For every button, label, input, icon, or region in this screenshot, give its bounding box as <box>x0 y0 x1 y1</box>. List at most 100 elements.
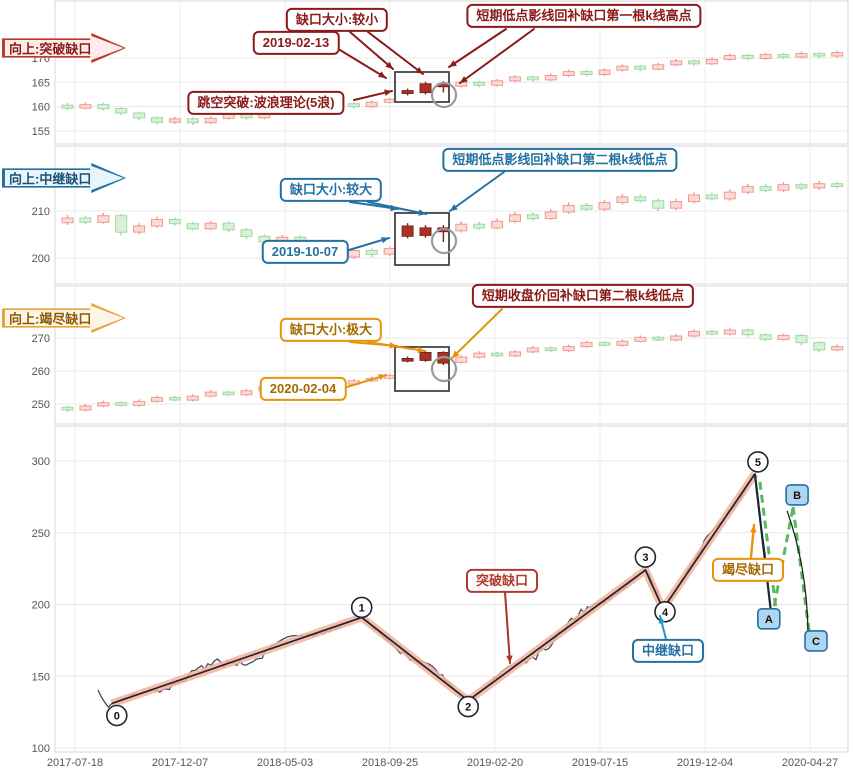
svg-text:B: B <box>793 490 801 502</box>
candle <box>688 194 700 203</box>
candle <box>723 329 736 335</box>
svg-text:A: A <box>765 614 773 626</box>
candle <box>759 54 772 59</box>
runaway-gap-size-note: 缺口大小:较大 <box>279 177 383 203</box>
candle <box>616 340 629 346</box>
svg-text:100: 100 <box>32 743 50 755</box>
candle <box>652 200 665 209</box>
wave-number-circle <box>106 704 128 727</box>
svg-text:2019-12-04: 2019-12-04 <box>677 757 733 769</box>
candle <box>222 113 235 119</box>
candle <box>347 103 360 108</box>
gap-candle <box>401 225 414 237</box>
svg-text:250: 250 <box>32 399 50 411</box>
wave-number-circle <box>634 546 657 568</box>
candle <box>526 347 539 353</box>
candle <box>222 222 235 231</box>
candle <box>562 71 575 76</box>
candle <box>61 406 74 411</box>
candle <box>455 223 468 232</box>
svg-text:250: 250 <box>32 528 50 540</box>
candle <box>491 220 504 229</box>
candle <box>813 342 826 351</box>
candle <box>97 215 110 223</box>
svg-text:300: 300 <box>32 456 50 468</box>
svg-text:2017-12-07: 2017-12-07 <box>152 757 208 769</box>
candle <box>133 225 146 233</box>
candle <box>777 54 790 58</box>
candle <box>688 60 700 65</box>
wave-number-circle <box>747 451 769 473</box>
svg-text:150: 150 <box>32 671 50 683</box>
svg-text:2018-09-25: 2018-09-25 <box>362 757 418 769</box>
candle <box>133 112 146 119</box>
breakaway-breakout-note: 跳空突破:波浪理论(5浪) <box>187 90 345 116</box>
candle <box>705 58 718 65</box>
candle <box>186 223 199 230</box>
candle <box>580 71 593 75</box>
candle <box>616 65 629 71</box>
candle <box>347 250 360 258</box>
candle <box>61 104 74 109</box>
svg-text:210: 210 <box>32 206 50 218</box>
svg-text:2019-02-20: 2019-02-20 <box>467 757 523 769</box>
candle <box>168 118 181 123</box>
candle <box>204 391 217 397</box>
candle <box>670 335 683 341</box>
candle <box>544 347 557 352</box>
svg-text:155: 155 <box>32 126 50 138</box>
exhaustion-direction-arrow: 向上:竭尽缺口 <box>2 303 126 333</box>
candle <box>759 186 772 191</box>
svg-text:3: 3 <box>642 552 648 564</box>
svg-text:5: 5 <box>755 457 761 469</box>
gap-candle <box>419 83 432 94</box>
candle <box>598 69 611 75</box>
fill-point-circle <box>430 227 458 255</box>
breakaway-gap-date: 2019-02-13 <box>252 30 340 56</box>
candle <box>634 196 647 202</box>
correction-label-box <box>804 630 828 652</box>
plot-border <box>54 145 849 285</box>
gap-highlight-box <box>394 212 450 266</box>
candle <box>455 356 468 363</box>
runaway-gap-date: 2019-10-07 <box>261 239 349 265</box>
candle <box>186 118 199 124</box>
candle <box>634 65 647 70</box>
candle <box>491 80 504 86</box>
candle <box>777 184 790 191</box>
exhaustion-gap-size-note: 缺口大小:极大 <box>279 317 383 343</box>
candle <box>204 117 217 124</box>
candle <box>580 342 593 348</box>
runaway-direction-label: 向上:中继缺口 <box>9 171 92 187</box>
candle <box>151 219 163 227</box>
candle <box>61 217 74 224</box>
candle <box>723 191 736 200</box>
impulse-wave-band <box>110 471 759 708</box>
breakaway-gap-size-note: 缺口大小:较小 <box>285 7 389 33</box>
svg-text:2020-04-27: 2020-04-27 <box>782 757 838 769</box>
svg-text:2018-05-03: 2018-05-03 <box>257 757 313 769</box>
candle <box>705 194 718 200</box>
wave-number-circle <box>350 596 373 619</box>
correction-label-box <box>756 608 781 630</box>
candle <box>97 402 110 407</box>
candle <box>151 117 163 123</box>
candle <box>598 202 611 210</box>
svg-text:160: 160 <box>32 102 50 114</box>
candle <box>115 402 128 406</box>
candle <box>491 352 504 357</box>
svg-text:1: 1 <box>359 602 365 614</box>
candle <box>831 346 844 351</box>
candle <box>795 184 808 189</box>
svg-text:270: 270 <box>32 333 50 345</box>
candle <box>168 396 181 401</box>
candle <box>509 351 521 357</box>
plot-border <box>54 285 849 425</box>
candle <box>795 53 808 58</box>
candle <box>240 229 253 237</box>
exhaustion-gap-date: 2020-02-04 <box>259 376 347 402</box>
candle <box>544 75 557 81</box>
candle <box>616 196 629 204</box>
svg-text:260: 260 <box>32 366 50 378</box>
